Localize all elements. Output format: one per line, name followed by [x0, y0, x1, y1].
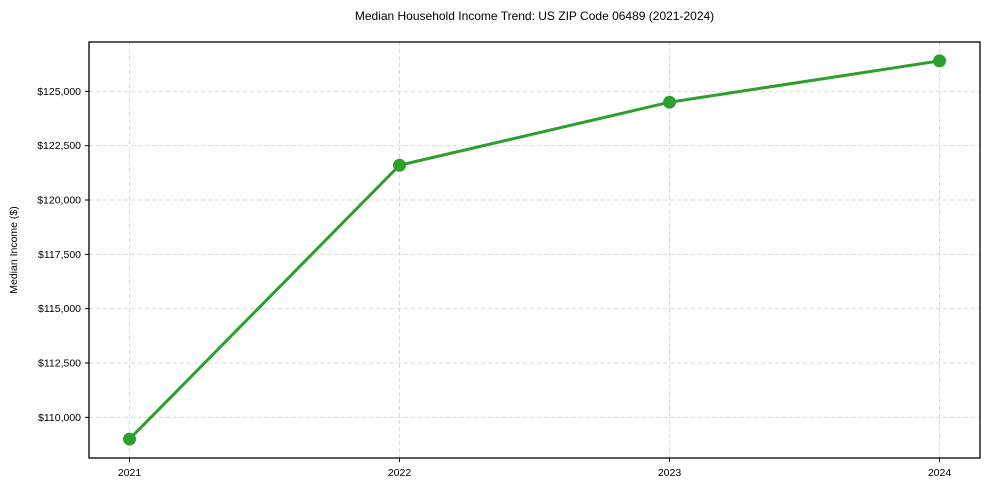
data-point-marker	[933, 54, 946, 68]
data-point-marker	[393, 158, 406, 172]
x-tick-label: 2024	[928, 467, 952, 479]
x-tick-label: 2022	[388, 467, 412, 479]
y-tick-label: $125,000	[37, 86, 81, 98]
y-tick-label: $112,500	[38, 358, 81, 370]
chart-title: Median Household Income Trend: US ZIP Co…	[354, 9, 715, 23]
gridlines-layer	[89, 42, 980, 458]
y-tick-label: $122,500	[37, 140, 81, 152]
y-tick-label: $120,000	[37, 195, 81, 207]
data-point-marker	[663, 95, 676, 109]
plot-border	[88, 41, 981, 459]
income-series-layer	[123, 54, 946, 446]
y-tick-label: $117,500	[38, 249, 81, 261]
y-tick-label: $110,000	[38, 412, 81, 424]
axes-layer: $110,000 $112,500 $115,000 $117,500 $120,000…	[37, 41, 981, 479]
income-trend-line	[128, 59, 941, 441]
y-tick-label: $115,000	[38, 303, 81, 315]
data-point-marker	[123, 432, 136, 446]
x-tick-label: 2023	[658, 467, 682, 479]
x-tick-label: 2021	[118, 467, 142, 479]
